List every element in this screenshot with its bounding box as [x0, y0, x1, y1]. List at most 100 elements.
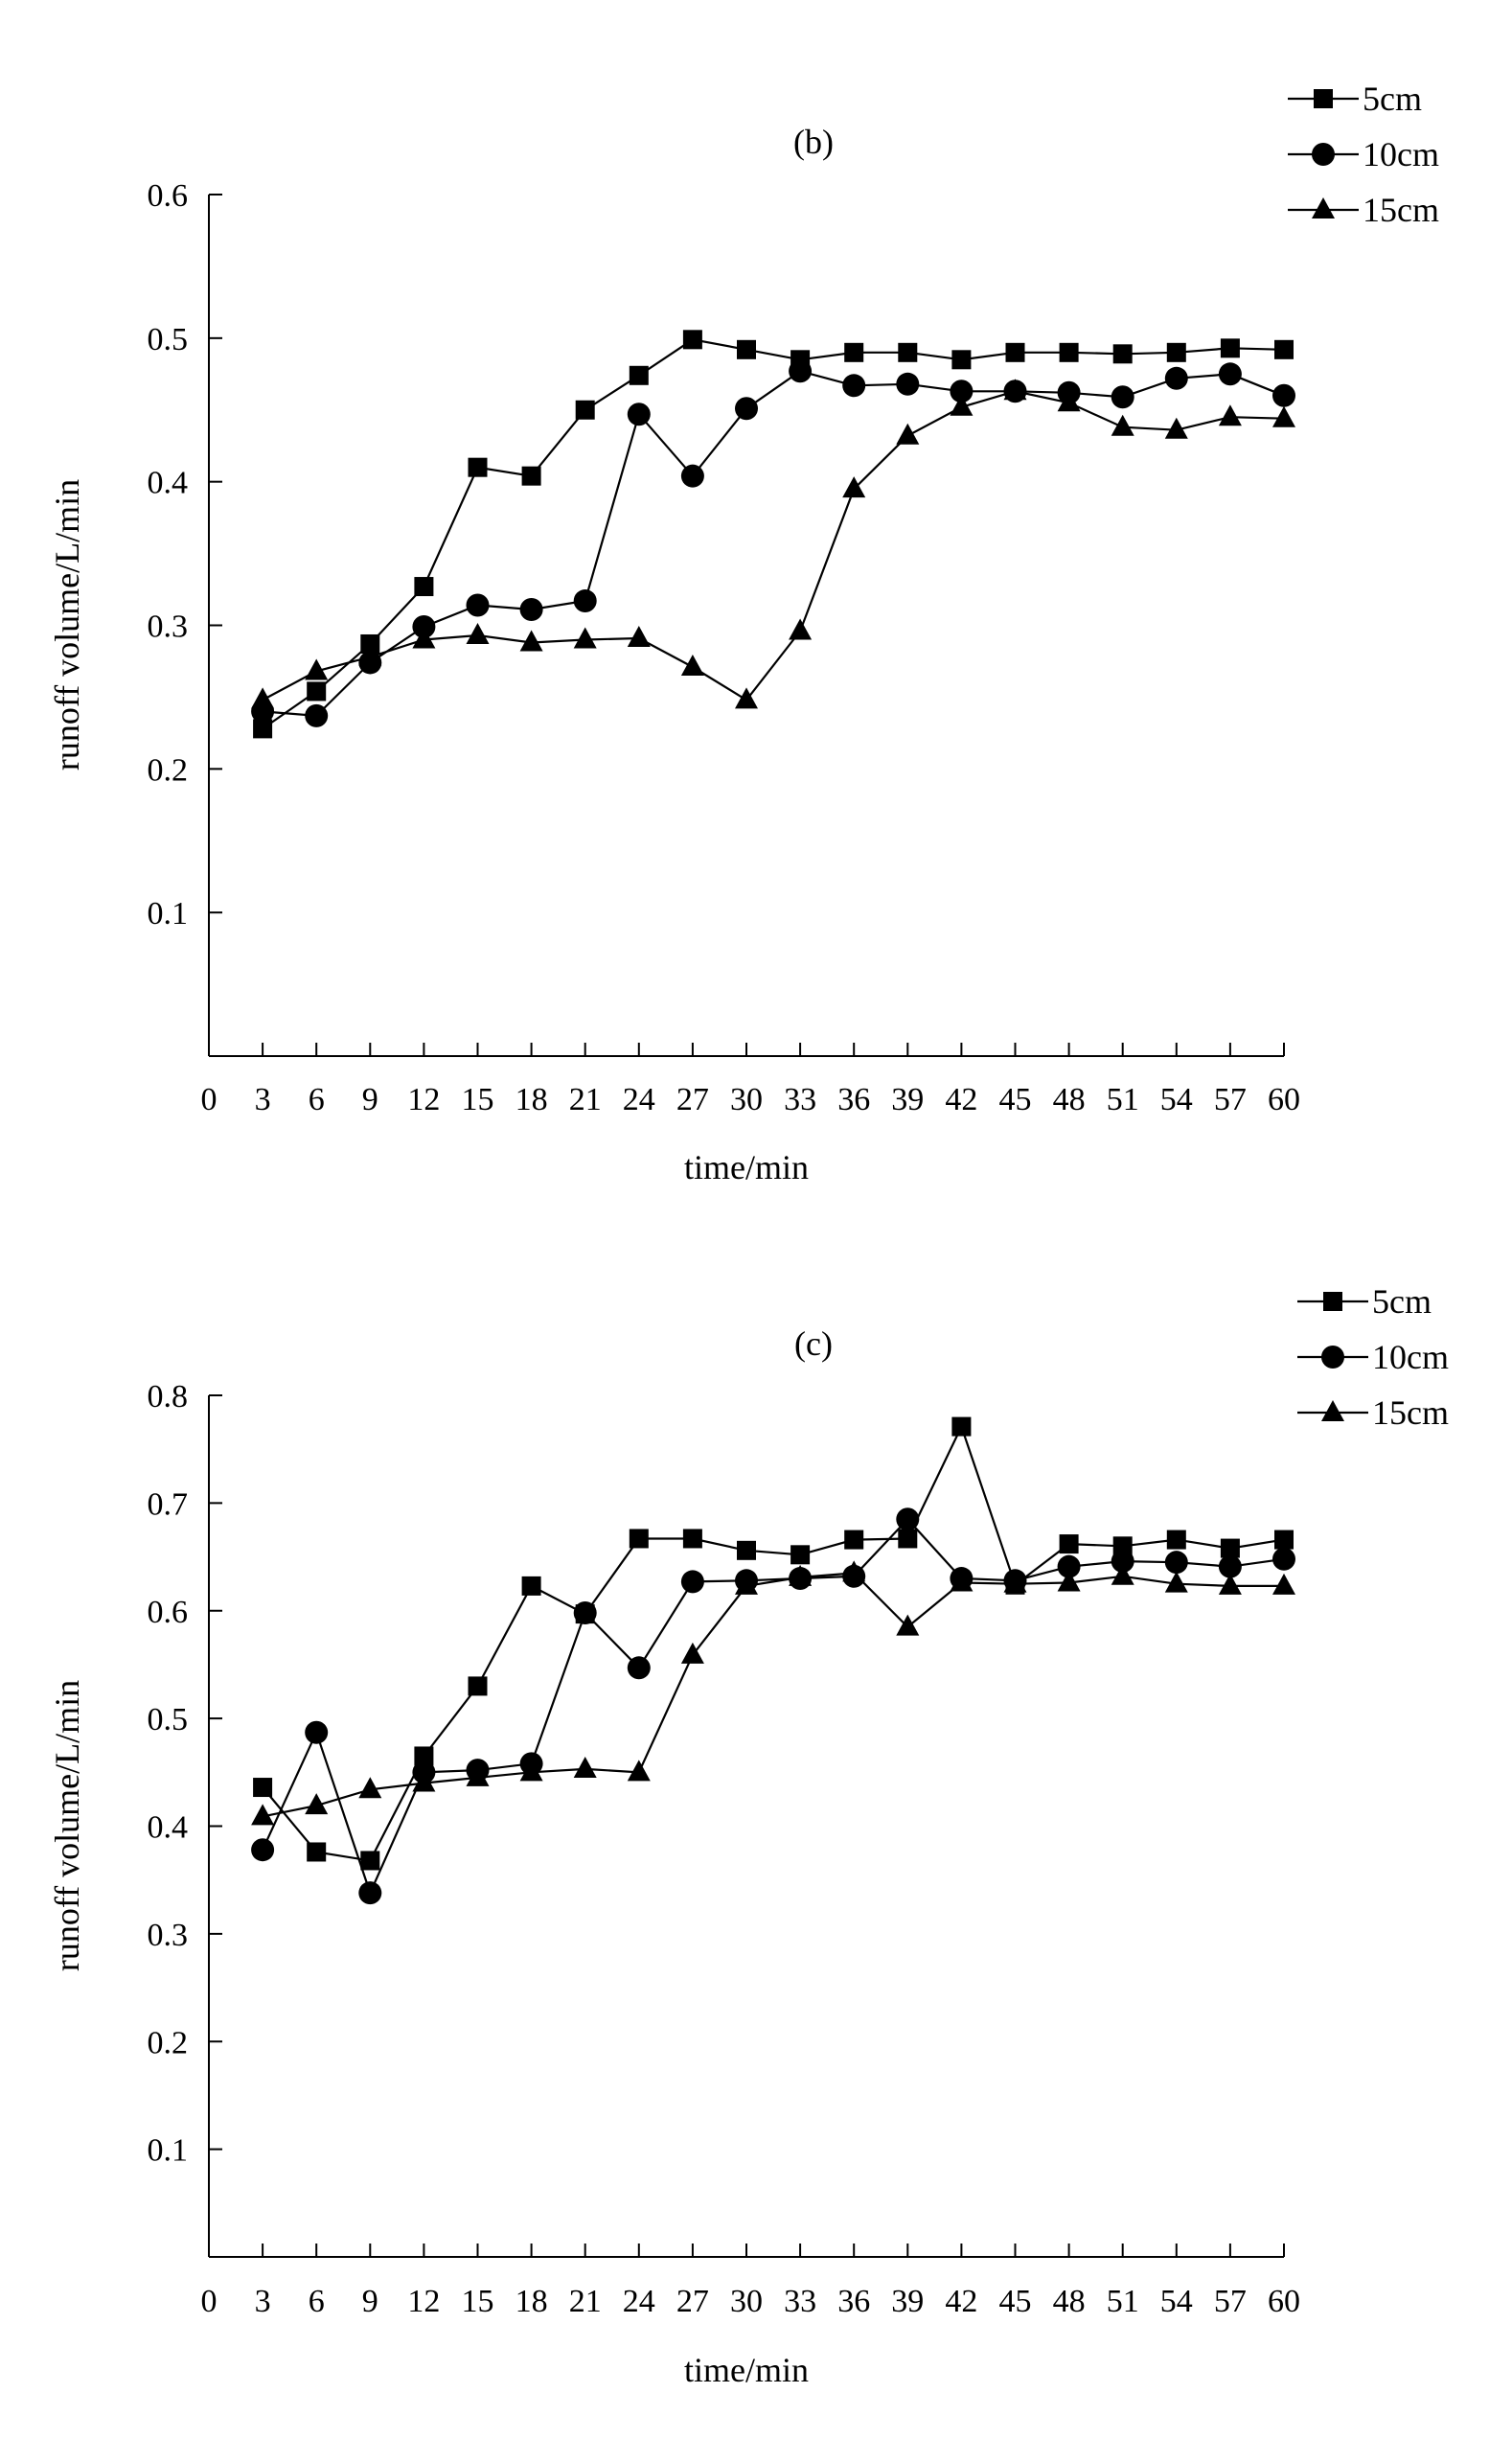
series-15cm — [251, 379, 1295, 709]
data-point-15cm — [842, 476, 866, 498]
data-point-15cm — [950, 1570, 974, 1592]
chart-title: (c) — [794, 1324, 833, 1363]
data-point-10cm — [1218, 1554, 1242, 1578]
data-point-15cm — [519, 630, 543, 652]
y-tick-label: 0.4 — [148, 466, 189, 501]
x-tick-label: 48 — [1053, 1082, 1086, 1117]
legend-label: 15cm — [1372, 1393, 1449, 1432]
data-point-10cm — [1111, 385, 1134, 409]
series-line-15cm — [262, 1572, 1284, 1818]
data-point-15cm — [842, 1560, 866, 1582]
x-tick-label: 60 — [1268, 2284, 1300, 2319]
series-line-10cm — [262, 1517, 1285, 1897]
chart-c: 0.10.20.30.40.50.60.70.80 3 6 9 12 15 18 21 24 27… — [48, 1282, 1449, 2389]
data-point-5cm — [682, 1529, 702, 1549]
data-point-15cm — [1218, 404, 1242, 426]
y-tick-label: 0.2 — [148, 2025, 189, 2060]
x-tick-label: 51 — [1107, 1082, 1139, 1117]
legend-label: 5cm — [1372, 1282, 1432, 1321]
y-tick-label: 0.5 — [148, 1702, 189, 1737]
data-point-5cm — [1112, 344, 1133, 364]
series-line-15cm — [262, 390, 1285, 702]
data-point-5cm — [253, 719, 273, 739]
data-point-15cm — [466, 1764, 490, 1786]
x-tick-label: 24 — [623, 1082, 655, 1117]
y-tick-label: 0.5 — [148, 322, 189, 357]
data-point-15cm — [1272, 1573, 1295, 1595]
y-tick-label: 0.6 — [148, 178, 189, 214]
x-axis-title: time/min — [684, 2351, 809, 2389]
x-tick-label: 15 — [462, 1082, 494, 1117]
data-point-10cm — [1218, 362, 1242, 386]
data-point-15cm — [680, 654, 704, 676]
data-point-15cm — [1272, 405, 1295, 427]
data-point-15cm — [789, 618, 813, 640]
data-point-10cm — [1164, 1551, 1188, 1575]
data-point-15cm — [519, 1760, 543, 1782]
data-point-10cm — [1272, 383, 1295, 407]
legend-label: 5cm — [1363, 80, 1422, 118]
x-tick-label: 42 — [945, 1082, 977, 1117]
series-15cm — [251, 1560, 1295, 1826]
data-point-10cm — [1164, 366, 1188, 390]
data-point-15cm — [412, 627, 436, 649]
data-point-15cm — [735, 1573, 758, 1595]
data-point-15cm — [1111, 414, 1134, 436]
y-axis-title: runoff volume/L/min — [48, 479, 86, 771]
data-point-5cm — [521, 466, 541, 486]
x-tick-label: 48 — [1053, 2284, 1086, 2319]
legend-label: 10cm — [1363, 135, 1439, 173]
x-tick-label: 51 — [1107, 2284, 1139, 2319]
data-point-5cm — [360, 633, 380, 654]
y-axis-title: runoff volume/L/min — [48, 1680, 86, 1971]
x-tick-label: 21 — [569, 2284, 602, 2319]
x-tick-label: 60 — [1268, 1082, 1300, 1117]
data-point-10cm — [627, 1656, 651, 1680]
legend-marker-10cm — [1312, 143, 1335, 166]
data-point-5cm — [951, 1416, 972, 1437]
data-point-10cm — [251, 1838, 275, 1862]
data-point-5cm — [629, 365, 649, 385]
x-tick-label: 39 — [891, 1082, 924, 1117]
x-tick-label: 57 — [1214, 1082, 1247, 1117]
legend-marker-10cm — [1321, 1346, 1344, 1369]
data-point-5cm — [521, 1576, 541, 1596]
data-point-15cm — [896, 1614, 920, 1636]
legend-label: 10cm — [1372, 1338, 1449, 1376]
data-point-10cm — [573, 589, 597, 613]
data-point-15cm — [573, 627, 597, 649]
data-point-5cm — [414, 1746, 434, 1766]
data-point-5cm — [468, 457, 488, 477]
data-point-5cm — [951, 350, 972, 370]
data-point-10cm — [680, 1570, 704, 1594]
data-point-15cm — [412, 1770, 436, 1792]
data-point-15cm — [627, 625, 651, 647]
data-point-15cm — [305, 658, 329, 680]
data-point-10cm — [789, 359, 813, 383]
x-tick-label: 21 — [569, 1082, 602, 1117]
data-point-15cm — [1003, 1571, 1027, 1593]
data-point-10cm — [680, 464, 704, 488]
data-point-15cm — [358, 1777, 382, 1799]
series-10cm — [251, 1507, 1295, 1905]
legend: 5cm 10cm 15cm — [1297, 1282, 1449, 1432]
data-point-5cm — [844, 1530, 864, 1550]
y-tick-label: 0.4 — [148, 1810, 189, 1846]
chart-b: 0.10.20.30.40.50.60 3 6 9 12 15 18 21 24 27 30 33 36… — [48, 80, 1439, 1186]
data-point-10cm — [842, 374, 866, 398]
x-tick-label: 0 — [201, 2284, 218, 2319]
x-tick-label: 30 — [730, 1082, 763, 1117]
data-point-15cm — [789, 1564, 813, 1586]
data-point-5cm — [1274, 1530, 1294, 1550]
data-point-15cm — [1164, 1571, 1188, 1593]
x-tick-label: 54 — [1160, 1082, 1193, 1117]
y-tick-label: 0.1 — [148, 2133, 189, 2169]
x-tick-label: 18 — [515, 2284, 548, 2319]
data-point-5cm — [1220, 1538, 1240, 1558]
x-tick-label: 33 — [784, 2284, 816, 2319]
data-point-15cm — [251, 687, 275, 709]
data-point-10cm — [412, 614, 436, 638]
legend-marker-15cm — [1321, 1400, 1344, 1421]
x-tick-label: 15 — [462, 2284, 494, 2319]
